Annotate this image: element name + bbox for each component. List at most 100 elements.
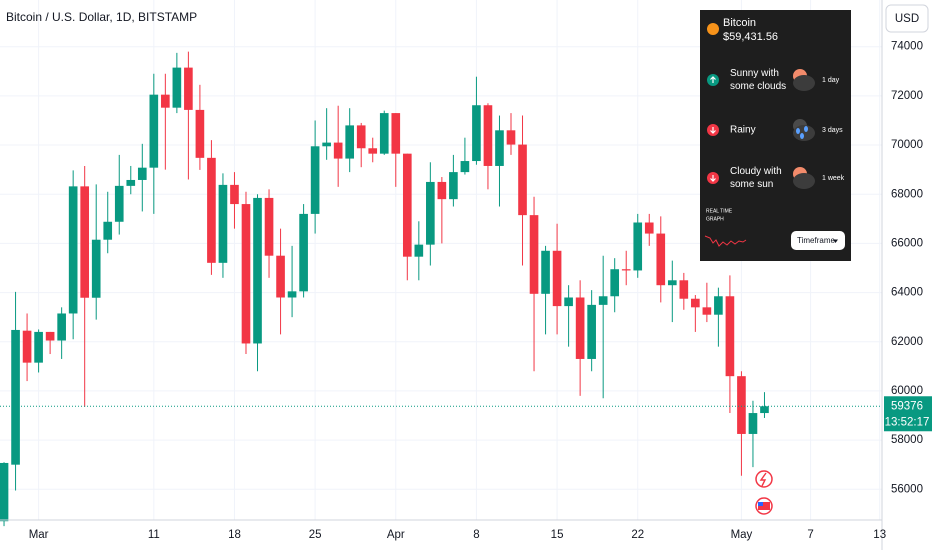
rain-drop (804, 126, 808, 132)
x-tick-label: 18 (228, 529, 241, 541)
candle-body (702, 307, 712, 315)
candle-body (437, 181, 447, 200)
candle-body (472, 105, 481, 162)
candle-body (299, 213, 308, 292)
x-tick-label: 22 (631, 529, 644, 541)
x-tick-label: 8 (473, 529, 479, 541)
forecast-period: 3 days (822, 127, 843, 134)
candle-body (322, 142, 331, 147)
candle-body (68, 186, 78, 314)
candle-body (621, 269, 631, 271)
x-tick-label: 13 (873, 529, 886, 541)
last-price-label: 59376 (891, 400, 923, 412)
trend-arrow (710, 175, 716, 182)
candle-body (391, 113, 401, 154)
y-tick-label: 62000 (891, 336, 923, 348)
candle-body (483, 105, 493, 166)
candle-body (495, 130, 504, 166)
x-tick-label: Apr (387, 529, 405, 541)
candle-body (22, 330, 32, 363)
candle-body (137, 167, 147, 180)
forecast-label: Sunny with (730, 68, 779, 79)
candle-body (161, 94, 170, 108)
graph-label: GRAPH (706, 216, 724, 222)
currency-button[interactable] (885, 4, 929, 33)
asset-name: Bitcoin (723, 17, 756, 29)
axes: 56000 58000 60000 62000 64000 66000 68000 70000… (29, 41, 932, 541)
candle-body (587, 304, 596, 359)
candle-body (691, 298, 700, 308)
price-tag (884, 396, 932, 432)
sparkline (704, 235, 747, 247)
candle-body (57, 313, 66, 341)
bitcoin-icon (707, 23, 719, 35)
x-tick-label: 15 (551, 529, 564, 541)
candle-body (91, 239, 101, 298)
candle-body (310, 146, 320, 214)
x-tick-label: 11 (148, 529, 160, 541)
timeframe-button[interactable] (791, 231, 845, 250)
candle-body (11, 329, 20, 465)
candle-body (276, 255, 285, 298)
y-tick-label: 72000 (891, 90, 923, 102)
candle-body (449, 172, 458, 200)
candle-body (0, 462, 9, 522)
forecast-label: Cloudy with (730, 166, 782, 177)
candle-body (541, 250, 550, 294)
weather-cloud (793, 75, 815, 91)
candle-body (529, 215, 539, 294)
candle-body (80, 186, 90, 298)
candle-body (575, 297, 585, 359)
candle-body (207, 157, 216, 263)
candle-body (598, 296, 608, 305)
y-tick-label: 66000 (891, 237, 923, 249)
candle-body (414, 244, 424, 257)
candle-body (737, 376, 746, 434)
event-icons (755, 470, 773, 515)
candle-body (368, 148, 378, 154)
candle-body (679, 280, 689, 299)
forecast-period: 1 day (822, 77, 840, 84)
weather-cloud (793, 173, 815, 189)
candle-body (264, 197, 274, 256)
candle-body (356, 125, 366, 149)
x-tick-label: 25 (309, 529, 322, 541)
candle-body (552, 250, 562, 307)
y-tick-label: 60000 (891, 385, 923, 397)
currency[interactable]: USD (895, 13, 919, 25)
candle-body (564, 297, 573, 307)
forecast-label: some clouds (730, 81, 786, 92)
candle-body (287, 291, 297, 298)
chart-title: Bitcoin / U.S. Dollar, 1D, BITSTAMP (6, 10, 197, 24)
trend-arrow (710, 127, 716, 134)
candle-body (460, 161, 470, 173)
x-tick-label: May (731, 529, 753, 541)
candle-body (633, 222, 643, 271)
candle-body (172, 67, 182, 108)
y-tick-label: 58000 (891, 434, 923, 446)
timeframe-label[interactable]: Timeframe (797, 236, 835, 245)
y-tick-label: 56000 (891, 483, 923, 495)
candle-body (230, 184, 239, 205)
candle-body (114, 185, 124, 222)
x-tick-label: Mar (29, 529, 49, 541)
candle-body (426, 181, 435, 245)
candle-body (518, 144, 527, 216)
candle-body (725, 296, 735, 377)
forecast-label: Rainy (730, 125, 756, 136)
candle-body (184, 67, 193, 110)
candle-body (253, 197, 262, 344)
candle-body (195, 109, 205, 158)
rain-drop (800, 133, 804, 139)
countdown: 13:52:17 (885, 416, 930, 428)
y-tick-label: 68000 (891, 188, 923, 200)
candle-body (644, 222, 654, 234)
candle-body (610, 269, 620, 297)
widget-panel (700, 10, 851, 261)
candle-body (345, 125, 355, 159)
y-tick-label: 70000 (891, 139, 923, 151)
asset-price: $59,431.56 (723, 31, 778, 43)
candle-body (760, 406, 769, 414)
candle-body (402, 153, 412, 257)
